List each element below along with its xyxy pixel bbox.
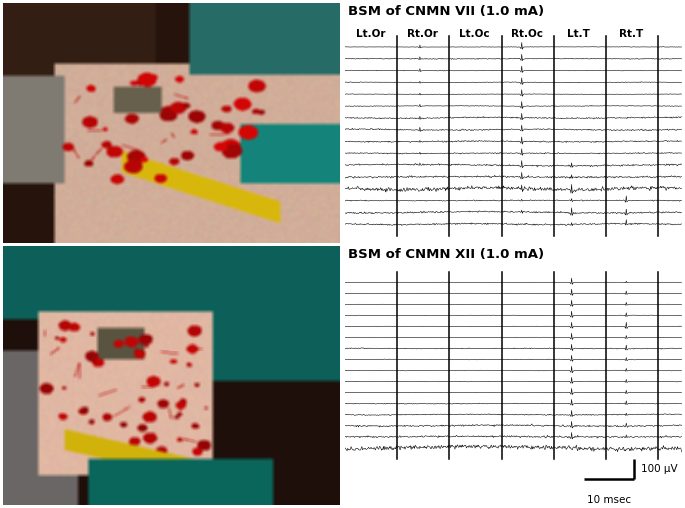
Text: Rt.T: Rt.T [619, 29, 643, 39]
Text: Lt.T: Lt.T [567, 29, 590, 39]
Text: 100 μV: 100 μV [641, 464, 678, 474]
Text: BSM of CNMN XII (1.0 mA): BSM of CNMN XII (1.0 mA) [349, 248, 545, 261]
Text: Lt.Oc: Lt.Oc [459, 29, 490, 39]
Text: 10 msec: 10 msec [587, 495, 632, 505]
Text: Lt.Or: Lt.Or [356, 29, 385, 39]
Text: BSM of CNMN VII (1.0 mA): BSM of CNMN VII (1.0 mA) [349, 5, 545, 18]
Text: Rt.Or: Rt.Or [407, 29, 438, 39]
Text: Rt.Oc: Rt.Oc [511, 29, 543, 39]
